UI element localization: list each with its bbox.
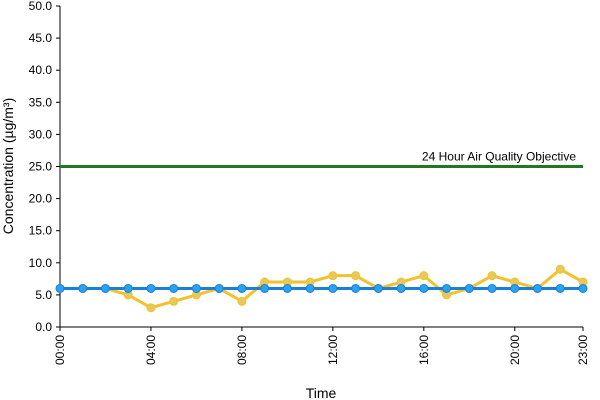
series-1-point xyxy=(146,303,156,313)
y-tick-label: 30.0 xyxy=(29,127,53,141)
series-2-point xyxy=(146,283,156,293)
series-1-point xyxy=(419,271,429,281)
series-2-point xyxy=(555,283,565,293)
series-2-point xyxy=(237,283,247,293)
series-2-point xyxy=(533,283,543,293)
series-2-point xyxy=(169,283,179,293)
series-1-point xyxy=(169,296,179,306)
series-2-point xyxy=(464,283,474,293)
x-tick-label: 00:00 xyxy=(53,335,67,365)
series-1-point xyxy=(328,271,338,281)
series-2-point xyxy=(260,283,270,293)
y-tick-label: 45.0 xyxy=(29,31,53,45)
y-tick-label: 10.0 xyxy=(29,256,53,270)
series-2-point xyxy=(100,283,110,293)
series-2-point xyxy=(442,283,452,293)
y-tick-label: 40.0 xyxy=(29,63,53,77)
series-1-point xyxy=(237,296,247,306)
x-tick-label: 16:00 xyxy=(417,335,431,365)
series-2-point xyxy=(78,283,88,293)
series-2-point xyxy=(55,283,65,293)
y-tick-label: 15.0 xyxy=(29,224,53,238)
x-tick-label: 04:00 xyxy=(144,335,158,365)
y-tick-label: 0.0 xyxy=(35,320,52,334)
series-layer: 24 Hour Air Quality Objective xyxy=(55,150,588,313)
x-axis-title: Time xyxy=(306,385,337,400)
series-2-point xyxy=(282,283,292,293)
y-tick-label: 20.0 xyxy=(29,192,53,206)
series-2-point xyxy=(373,283,383,293)
series-2-point xyxy=(419,283,429,293)
series-1-point xyxy=(487,271,497,281)
series-2-point xyxy=(351,283,361,293)
y-tick-label: 5.0 xyxy=(35,288,52,302)
series-2-point xyxy=(328,283,338,293)
series-2-point xyxy=(214,283,224,293)
series-1-point xyxy=(555,264,565,274)
series-2-point xyxy=(305,283,315,293)
y-tick-label: 35.0 xyxy=(29,95,53,109)
x-axis-ticks: 00:00 04:00 08:00 12:00 16:00 20:00 23:00 xyxy=(53,327,590,365)
series-1-point xyxy=(351,271,361,281)
series-2-point xyxy=(191,283,201,293)
series-2-point xyxy=(510,283,520,293)
air-quality-objective-label: 24 Hour Air Quality Objective xyxy=(422,150,576,164)
y-tick-label: 25.0 xyxy=(29,160,53,174)
series-2-point xyxy=(123,283,133,293)
x-tick-label: 12:00 xyxy=(326,335,340,365)
y-axis-title: Concentration (µg/m³) xyxy=(0,98,16,234)
y-tick-label: 50.0 xyxy=(29,0,53,13)
series-2-point xyxy=(396,283,406,293)
series-2-point xyxy=(487,283,497,293)
x-tick-label: 20:00 xyxy=(508,335,522,365)
x-tick-label: 08:00 xyxy=(235,335,249,365)
y-axis-ticks: 0.0 5.0 10.0 15.0 20.0 25.0 30.0 35.0 40.0 45.0 50… xyxy=(29,0,60,334)
series-2-point xyxy=(578,283,588,293)
x-tick-label: 23:00 xyxy=(576,335,590,365)
